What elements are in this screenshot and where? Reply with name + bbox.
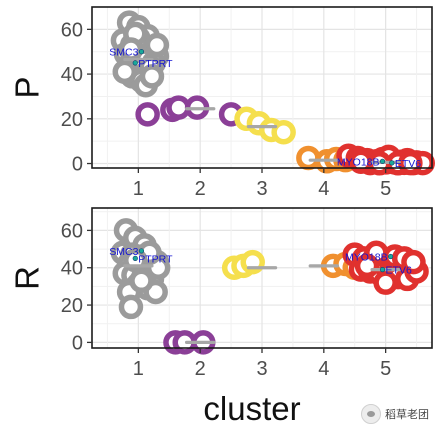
y-tick-label: 40: [61, 64, 83, 86]
gene-marker: [379, 158, 386, 164]
x-tick-label: 3: [256, 358, 267, 380]
x-tick-label: 5: [380, 358, 391, 380]
cluster-2-points: [135, 95, 244, 127]
y-tick-label: 0: [72, 154, 83, 176]
gene-marker: [132, 255, 138, 262]
y-tick-label: 20: [61, 295, 83, 317]
wechat-logo-icon: [361, 404, 381, 424]
x-tick-label: 4: [318, 358, 329, 380]
gene-label: MYO18B: [337, 156, 380, 168]
gene-label: SMC3: [109, 47, 138, 59]
data-point: [118, 294, 144, 320]
y-tick-label: 60: [61, 19, 83, 41]
data-point: [401, 249, 426, 275]
cluster-1-points: [110, 218, 171, 320]
gene-marker: [389, 160, 395, 166]
cluster-3-points: [221, 249, 265, 280]
x-tick-label: 4: [318, 178, 329, 200]
gene-marker: [138, 49, 145, 55]
data-point: [129, 268, 154, 294]
gene-label: MYO18B: [345, 252, 388, 264]
gene-marker: [138, 248, 145, 254]
x-tick-label: 1: [133, 358, 144, 380]
y-axis-label: P: [9, 76, 46, 98]
data-point: [373, 270, 398, 295]
data-point: [112, 59, 138, 85]
x-tick-label: 5: [380, 178, 391, 200]
gene-label: SMC3: [109, 246, 138, 258]
x-tick-label: 2: [195, 358, 206, 380]
y-tick-label: 40: [61, 258, 83, 280]
gene-label: ETV6: [395, 158, 421, 170]
x-tick-label: 3: [256, 178, 267, 200]
x-axis-label: cluster: [203, 390, 300, 427]
watermark-text: 稻草老团: [385, 408, 429, 421]
gene-marker: [379, 267, 386, 273]
data-point: [139, 64, 165, 89]
x-tick-label: 1: [133, 178, 144, 200]
y-axis-label: R: [9, 266, 46, 290]
data-point: [296, 145, 321, 171]
gene-marker: [132, 60, 138, 66]
cluster-1-points: [110, 10, 170, 98]
gene-label: PTPRT: [138, 58, 173, 70]
data-point: [135, 102, 160, 127]
gene-marker: [387, 253, 394, 260]
y-tick-label: 60: [61, 220, 83, 242]
y-tick-label: 20: [61, 109, 83, 131]
watermark: 稻草老团: [361, 404, 429, 424]
data-point: [271, 119, 296, 145]
x-tick-label: 2: [195, 178, 206, 200]
gene-label: PTPRT: [138, 253, 173, 265]
cluster-5-points: [342, 240, 429, 295]
gene-label: ETV6: [386, 265, 412, 277]
y-tick-label: 0: [72, 332, 83, 354]
